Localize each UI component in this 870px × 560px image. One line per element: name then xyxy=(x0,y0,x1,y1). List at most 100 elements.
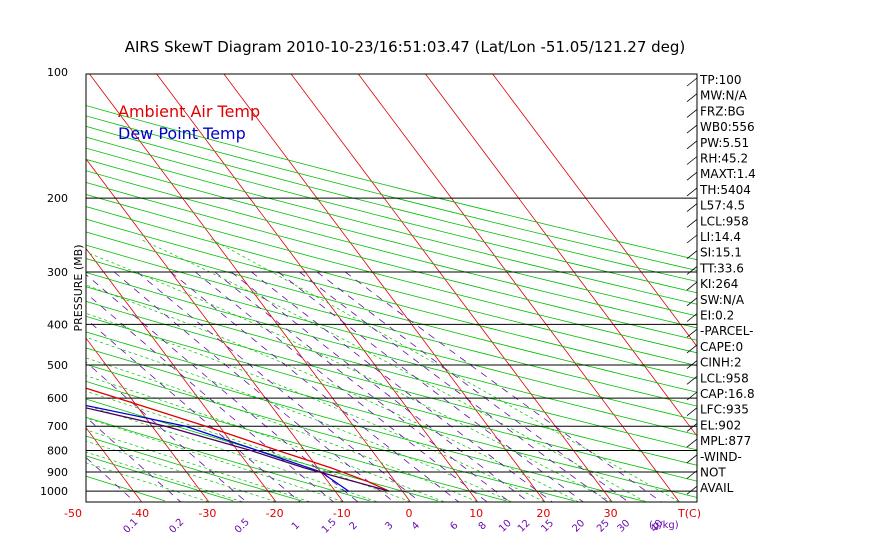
index-tick xyxy=(686,156,698,165)
isotherm-line xyxy=(86,158,344,502)
dry-adiabat-line xyxy=(86,380,507,502)
moist-adiabat-line xyxy=(86,375,445,502)
index-tick xyxy=(686,187,698,197)
axis-ticks: 1002003004005006007008009001000-120-110-… xyxy=(40,66,701,536)
index-label: FRZ:BG xyxy=(700,104,745,118)
index-tick xyxy=(686,470,698,479)
y-tick-label: 200 xyxy=(47,192,68,205)
dry-adiabat-line xyxy=(86,300,697,466)
mixing-ratio-label: 6 xyxy=(448,520,460,532)
index-label: EI:0.2 xyxy=(700,309,734,323)
dry-adiabat-line xyxy=(86,193,697,354)
index-label: WB0:556 xyxy=(700,120,755,134)
bottom-tick-label: -50 xyxy=(64,507,82,520)
index-label: EL:902 xyxy=(700,418,741,432)
index-tick xyxy=(686,124,698,134)
mixing-ratio-label: 1 xyxy=(290,520,302,532)
isotherm-line xyxy=(86,427,142,502)
dry-adiabat-line xyxy=(86,363,575,502)
index-label: LCL:958 xyxy=(700,214,749,228)
mixing-ratio-label: 0.5 xyxy=(233,517,252,536)
moist-adiabat-line xyxy=(86,251,613,502)
mixing-ratio-label: 4 xyxy=(410,520,422,532)
series-line xyxy=(86,387,390,492)
isotherm-line xyxy=(86,247,277,502)
index-tick xyxy=(686,391,698,401)
mixing-ratio-line xyxy=(345,271,662,502)
index-tick xyxy=(686,140,698,150)
dry-adiabat-line xyxy=(86,347,643,502)
index-tick xyxy=(686,266,698,275)
grid-lines xyxy=(0,63,697,502)
legend: Ambient Air Temp Dew Point Temp xyxy=(118,102,260,143)
index-tick xyxy=(686,234,698,244)
dry-adiabat-line xyxy=(86,258,697,421)
isotherm-line xyxy=(492,74,697,348)
index-tick xyxy=(686,375,698,385)
index-tick xyxy=(686,93,698,103)
dry-adiabat-line xyxy=(86,182,697,341)
moist-adiabat-line xyxy=(210,238,680,502)
isotherm-line xyxy=(0,63,7,502)
x-unit-label: T(C) xyxy=(677,507,701,520)
mixing-ratio-label: 25 xyxy=(595,518,612,535)
y-tick-label: 800 xyxy=(47,445,68,458)
index-label: CAP:16.8 xyxy=(700,387,755,401)
dry-adiabat-line xyxy=(86,455,234,502)
dry-adiabat-line xyxy=(86,206,697,367)
mixing-ratio-line xyxy=(316,271,629,502)
stability-indices: TP:100MW:N/AFRZ:BGWB0:556PW:5.51RH:45.2M… xyxy=(686,73,756,495)
mixing-ratio-line xyxy=(86,456,135,502)
index-label: KI:264 xyxy=(700,277,738,291)
bottom-tick-label: 10 xyxy=(469,507,483,520)
dry-adiabat-line xyxy=(86,331,697,498)
dry-adiabat-line xyxy=(86,136,697,294)
index-label: SW:N/A xyxy=(700,293,745,307)
index-label: MW:N/A xyxy=(700,89,748,103)
y-tick-label: 500 xyxy=(47,359,68,372)
mixing-ratio-line xyxy=(86,416,181,502)
index-label: L57:4.5 xyxy=(700,199,745,213)
index-tick xyxy=(686,313,698,322)
index-label: -PARCEL- xyxy=(700,324,754,338)
mixing-ratio-line xyxy=(214,271,510,502)
dry-adiabat-line xyxy=(86,286,697,451)
mixing-ratio-line xyxy=(299,271,608,502)
y-tick-label: 900 xyxy=(47,466,68,479)
dry-adiabat-line xyxy=(86,398,439,502)
mixing-ratio-label: 0.2 xyxy=(167,517,186,536)
moist-adiabat-line xyxy=(86,429,310,502)
bottom-tick-label: -10 xyxy=(333,507,351,520)
bottom-tick-label: -40 xyxy=(131,507,149,520)
y-tick-label: 300 xyxy=(47,266,68,279)
isotherm-line xyxy=(88,74,411,502)
mixing-ratio-line xyxy=(86,361,247,502)
y-tick-label: 700 xyxy=(47,420,68,433)
index-tick xyxy=(686,423,698,432)
mixing-unit-label: (g/kg) xyxy=(649,520,679,531)
legend-entry: Dew Point Temp xyxy=(118,124,246,143)
index-tick xyxy=(686,344,698,354)
index-label: PW:5.51 xyxy=(700,136,749,150)
index-label: LFC:935 xyxy=(700,403,749,417)
bottom-tick-label: 20 xyxy=(536,507,550,520)
dry-adiabat-line xyxy=(86,435,302,502)
index-tick xyxy=(686,171,698,181)
chart-title: AIRS SkewT Diagram 2010-10-23/16:51:03.4… xyxy=(125,38,686,56)
dry-adiabat-line xyxy=(86,272,697,436)
index-label: TP:100 xyxy=(699,73,742,87)
mixing-ratio-line xyxy=(170,271,459,502)
mixing-ratio-label: 10 xyxy=(497,518,514,535)
index-tick xyxy=(686,454,698,464)
plot-frame xyxy=(85,73,698,503)
mixing-ratio-line xyxy=(195,271,488,502)
index-label: SI:15.1 xyxy=(700,246,742,260)
bottom-tick-label: 0 xyxy=(406,507,413,520)
mixing-ratio-line xyxy=(136,271,421,502)
index-label: RH:45.2 xyxy=(700,152,748,166)
index-tick xyxy=(686,109,698,118)
profile-curves xyxy=(86,387,390,492)
index-label: CINH:2 xyxy=(700,356,742,370)
dry-adiabat-line xyxy=(86,115,697,271)
bottom-tick-label: 30 xyxy=(604,507,618,520)
